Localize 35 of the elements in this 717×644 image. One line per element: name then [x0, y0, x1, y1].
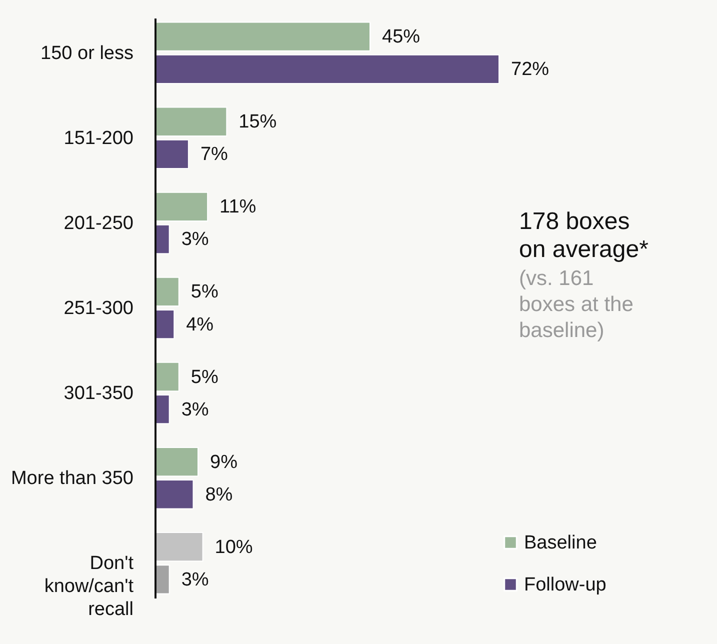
bar: [154, 276, 180, 307]
data-label: 8%: [205, 484, 233, 506]
y-tick-label: 301-350: [64, 383, 134, 404]
y-tick-label: 151-200: [64, 128, 134, 149]
data-label: 72%: [511, 59, 550, 80]
data-label: 4%: [186, 314, 214, 336]
bar: [154, 532, 204, 562]
data-label: 9%: [210, 452, 238, 473]
text: (vs. 161 boxes at the baseline): [519, 267, 634, 342]
legend-label: Baseline: [524, 532, 597, 554]
data-label: 15%: [238, 112, 277, 133]
data-label: 11%: [220, 196, 256, 218]
bar: [154, 22, 370, 52]
y-tick-label: Don't know/can't recall: [44, 553, 134, 620]
data-label: 10%: [214, 536, 253, 558]
text: 178 boxes on average*: [519, 208, 648, 263]
y-tick-label: 251-300: [64, 298, 134, 319]
y-tick-label: 201-250: [64, 212, 134, 234]
data-label: 7%: [200, 144, 228, 166]
bar: [154, 480, 194, 510]
bar: [154, 362, 180, 392]
bar: [154, 106, 228, 136]
bar: [154, 192, 208, 222]
data-label: 3%: [181, 569, 209, 590]
legend-label: Follow-up: [524, 574, 606, 596]
data-label: 5%: [190, 366, 218, 388]
bar: [154, 446, 198, 477]
data-label: 3%: [181, 229, 209, 250]
y-tick-label: 150 or less: [40, 42, 134, 64]
bar: [154, 54, 500, 84]
data-label: 5%: [190, 282, 218, 303]
bar: [154, 139, 189, 170]
data-label: 3%: [181, 399, 209, 420]
data-label: 45%: [382, 26, 420, 48]
y-tick-label: More than 350: [10, 468, 134, 490]
